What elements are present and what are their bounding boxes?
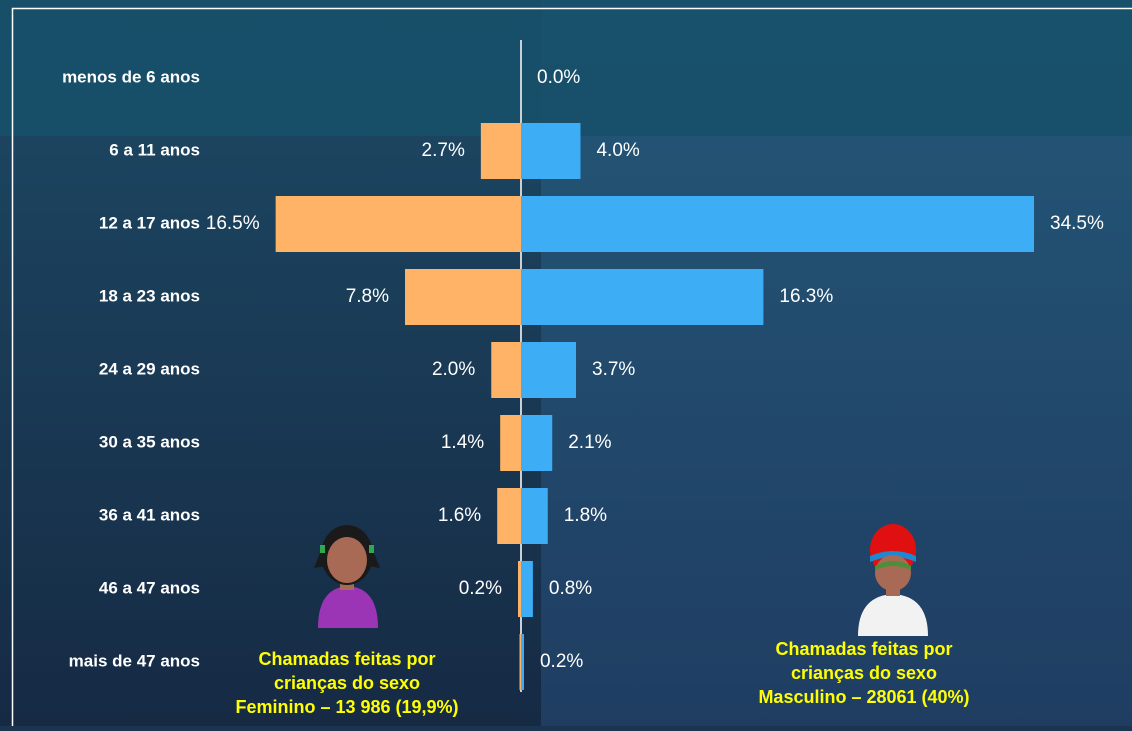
value-label: 7.8%: [346, 286, 389, 307]
category-label: 24 a 29 anos: [99, 359, 200, 378]
female-bar: [276, 196, 521, 252]
female-bar: [481, 123, 521, 179]
category-label: 36 a 41 anos: [99, 505, 200, 524]
value-label: 0.8%: [549, 578, 592, 599]
caption-line: Chamadas feitas por: [258, 649, 435, 669]
category-label: 46 a 47 anos: [99, 578, 200, 597]
male-bar: [521, 196, 1034, 252]
male-bar: [521, 415, 552, 471]
male-bar: [521, 123, 580, 179]
caption-line: crianças do sexo: [274, 673, 420, 693]
value-label: 0.2%: [540, 651, 583, 672]
male-bar: [521, 269, 763, 325]
male-bar: [521, 342, 576, 398]
female-bar: [405, 269, 521, 325]
female-bar: [491, 342, 521, 398]
category-label: menos de 6 anos: [62, 67, 200, 86]
value-label: 16.3%: [779, 286, 833, 307]
value-label: 3.7%: [592, 359, 635, 380]
caption-line: Masculino – 28061 (40%): [758, 687, 969, 707]
value-label: 0.0%: [537, 67, 580, 88]
value-label: 0.2%: [459, 578, 502, 599]
value-label: 2.1%: [568, 432, 611, 453]
value-label: 1.6%: [438, 505, 481, 526]
value-label: 4.0%: [596, 140, 639, 161]
category-label: 12 a 17 anos: [99, 213, 200, 232]
value-label: 16.5%: [206, 213, 260, 234]
value-label: 2.7%: [422, 140, 465, 161]
caption-line: Chamadas feitas por: [775, 639, 952, 659]
female-bar: [520, 634, 521, 690]
female-bar: [497, 488, 521, 544]
category-label: mais de 47 anos: [69, 651, 200, 670]
caption-line: crianças do sexo: [791, 663, 937, 683]
male-bar: [521, 488, 548, 544]
male-bar: [521, 561, 533, 617]
value-label: 2.0%: [432, 359, 475, 380]
value-label: 1.8%: [564, 505, 607, 526]
value-label: 34.5%: [1050, 213, 1104, 234]
female-bar: [518, 561, 521, 617]
female-bar: [500, 415, 521, 471]
male-bar: [521, 634, 524, 690]
category-label: 30 a 35 anos: [99, 432, 200, 451]
caption-line: Feminino – 13 986 (19,9%): [235, 697, 458, 717]
value-label: 1.4%: [441, 432, 484, 453]
category-label: 6 a 11 anos: [109, 140, 200, 159]
category-label: 18 a 23 anos: [99, 286, 200, 305]
